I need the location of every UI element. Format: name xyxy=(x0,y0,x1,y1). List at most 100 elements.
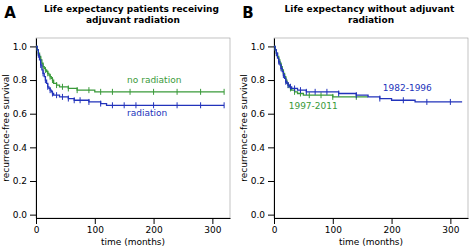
survival-line xyxy=(36,46,224,105)
y-axis-title: recurrence-free survival xyxy=(239,74,249,182)
tick-mark xyxy=(30,181,36,182)
tick: 1.0 xyxy=(13,42,36,52)
tick-label: 0.6 xyxy=(251,109,266,119)
censor-tick xyxy=(43,64,44,70)
panel: 01002003000.00.20.40.60.81.0time (months… xyxy=(239,38,469,247)
title: Life expectancy without adjuvant radiati… xyxy=(285,4,458,25)
censor-tick xyxy=(47,84,48,90)
censor-tick xyxy=(281,65,282,71)
tick-mark xyxy=(333,218,334,224)
censor-tick xyxy=(74,97,75,103)
tick: 200 xyxy=(145,218,162,235)
censor-tick xyxy=(130,89,131,95)
censor-tick xyxy=(294,85,295,91)
censor-tick xyxy=(309,92,310,98)
censor-tick xyxy=(62,84,63,90)
tick: 100 xyxy=(87,218,104,235)
annotation: no radiation xyxy=(127,75,181,85)
censor-tick xyxy=(112,89,113,95)
censor-tick xyxy=(332,94,333,100)
censor-tick xyxy=(288,82,289,88)
censor-tick xyxy=(321,92,322,98)
censor-tick xyxy=(288,82,289,88)
censor-tick xyxy=(40,62,41,68)
marks xyxy=(36,46,224,108)
tick-label: 1.0 xyxy=(251,42,266,52)
tick: 1.0 xyxy=(251,42,274,52)
censor-tick xyxy=(285,79,286,85)
plot-frame xyxy=(274,38,468,218)
censor-tick xyxy=(290,84,291,90)
panel-label: A xyxy=(4,4,16,22)
censor-tick xyxy=(100,89,101,95)
tick-mark xyxy=(30,147,36,148)
tick-mark xyxy=(268,181,274,182)
tick-mark xyxy=(268,215,274,216)
chart: 0 100 200 300 0.0 0.2 0.4 0.6 0.8 1.0 time (months… xyxy=(0,0,474,252)
censor-tick xyxy=(403,97,404,103)
tick-label: 0 xyxy=(34,225,40,235)
censor-tick xyxy=(306,89,307,95)
tick: 0.6 xyxy=(251,109,274,119)
annotation: 1997-2011 xyxy=(289,101,338,111)
tick-label: 0.4 xyxy=(13,143,28,153)
tick-mark xyxy=(30,46,36,47)
censor-tick xyxy=(224,89,225,95)
tick: 0.2 xyxy=(13,176,36,186)
tick: 0.4 xyxy=(13,143,36,153)
tick: 0.6 xyxy=(13,109,36,119)
tick-label: 1.0 xyxy=(13,42,28,52)
censor-tick xyxy=(224,102,225,108)
tick-label: 300 xyxy=(204,225,221,235)
y-axis: 0.00.20.40.60.81.0 xyxy=(251,39,275,221)
axis-line xyxy=(275,218,469,219)
censor-tick xyxy=(379,96,380,102)
censor-tick xyxy=(68,85,69,91)
censor-tick xyxy=(88,99,89,105)
y-axis-title: recurrence-free survival xyxy=(1,74,11,182)
x-axis-title: time (months) xyxy=(339,237,403,247)
tick-mark xyxy=(154,218,155,224)
censor-tick xyxy=(338,91,339,97)
censor-tick xyxy=(43,70,44,76)
tick-label: 0.2 xyxy=(251,176,265,186)
censor-tick xyxy=(283,72,284,78)
censor-tick xyxy=(68,96,69,102)
tick: 0 xyxy=(34,218,40,235)
tick-label: 100 xyxy=(325,225,342,235)
tick: 300 xyxy=(204,218,221,235)
tick-mark xyxy=(450,218,451,224)
survival-line xyxy=(274,46,462,102)
censor-tick xyxy=(80,97,81,103)
censor-tick xyxy=(112,102,113,108)
tick-label: 200 xyxy=(145,225,162,235)
censor-tick xyxy=(177,89,178,95)
tick: 0 xyxy=(272,218,278,235)
y-axis: 0.00.20.40.60.81.0 xyxy=(13,39,37,221)
tick-mark xyxy=(95,218,96,224)
tick-label: 0.8 xyxy=(251,75,266,85)
tick-mark xyxy=(392,218,393,224)
tick-label: 0.2 xyxy=(13,176,27,186)
plot-frame xyxy=(36,38,230,218)
censor-tick xyxy=(62,94,63,100)
censor-tick xyxy=(450,99,451,105)
censor-tick xyxy=(50,87,51,93)
censor-tick xyxy=(177,102,178,108)
tick: 200 xyxy=(383,218,400,235)
title: Life expectancy patients receiving adjuv… xyxy=(44,4,222,25)
annotation: 1982-1996 xyxy=(383,83,432,93)
tick: 0.8 xyxy=(251,75,274,85)
tick-label: 300 xyxy=(442,225,459,235)
tick: 0.0 xyxy=(251,210,274,220)
censor-tick xyxy=(153,89,154,95)
tick-label: 100 xyxy=(87,225,104,235)
axis-line xyxy=(274,39,275,219)
censor-tick xyxy=(276,50,277,56)
tick: 100 xyxy=(325,218,342,235)
censor-tick xyxy=(200,102,201,108)
marks xyxy=(274,46,462,105)
tick: 0.8 xyxy=(13,75,36,85)
tick-mark xyxy=(212,218,213,224)
tick-mark xyxy=(268,46,274,47)
